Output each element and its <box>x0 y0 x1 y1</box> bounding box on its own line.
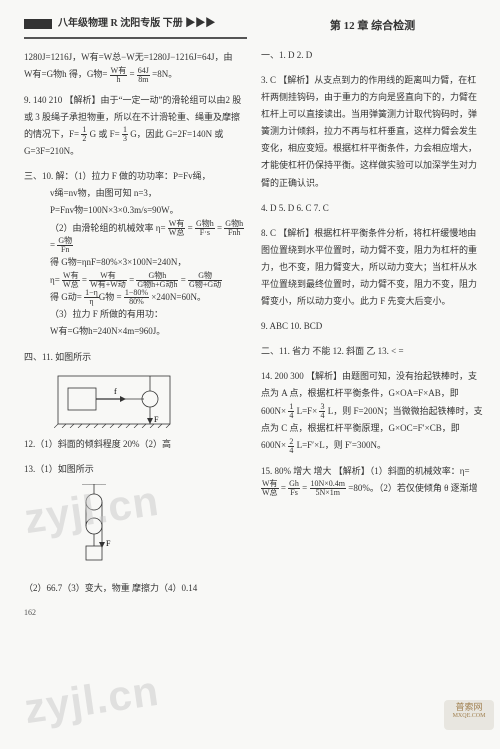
q10: 三、10. 解：（1）拉力 F 做的功功率：P=Fv绳， v绳=nv物，由图可知… <box>24 168 247 340</box>
r-q8: 8. C 【解析】根据杠杆平衡条件分析，将杠杆缓慢地由图位置绕到水平位置时，动力… <box>261 225 484 310</box>
r-l11: 二、11. 省力 不能 12. 斜面 乙 13. < = <box>261 343 484 360</box>
right-column: 第 12 章 综合检测 一、1. D 2. D 3. C 【解析】从支点到力的作… <box>261 14 484 620</box>
corner-badge: 普索网 MXQE.COM <box>444 700 494 730</box>
q13-diagram: F <box>64 484 247 574</box>
r-q3: 3. C 【解析】从支点到力的作用线的距离叫力臂，在杠杆两侧挂钩码，由于重力的方… <box>261 72 484 192</box>
page-header: 八年级物理 R 沈阳专版 下册 ▶▶▶ <box>24 14 247 39</box>
watermark-2: zyjl.cn <box>19 651 164 749</box>
q8-cont: 1280J=1216J，W有=W总−W无=1280J−1216J=64J，由 W… <box>24 49 247 84</box>
q11: 四、11. 如图所示 F f <box>24 349 247 428</box>
svg-text:F: F <box>106 539 111 548</box>
q9: 9. 140 210 【解析】由于“一定一动”的滑轮组可以由2 股或 3 股绳子… <box>24 92 247 161</box>
r-q14: 14. 200 300 【解析】由题图可知，没有抬起铁棒时，支点为 A 点，根据… <box>261 368 484 454</box>
chapter-title: 第 12 章 综合检测 <box>261 16 484 37</box>
page-number: 162 <box>24 605 247 620</box>
r-l1: 一、1. D 2. D <box>261 47 484 64</box>
q12: 12.（1）斜面的倾斜程度 20%（2）高 <box>24 436 247 453</box>
svg-text:f: f <box>114 387 117 396</box>
header-title: 八年级物理 R 沈阳专版 下册 ▶▶▶ <box>58 14 215 33</box>
q13: 13.（1）如图所示 F <box>24 461 247 597</box>
r-q15: 15. 80% 增大 增大 【解析】（1）斜面的机械效率：η= W有W总 = G… <box>261 463 484 498</box>
header-bar <box>24 19 52 29</box>
r-l9: 9. ABC 10. BCD <box>261 318 484 335</box>
r-l4: 4. D 5. D 6. C 7. C <box>261 200 484 217</box>
svg-text:F: F <box>154 415 159 424</box>
left-column: 八年级物理 R 沈阳专版 下册 ▶▶▶ 1280J=1216J，W有=W总−W无… <box>24 14 247 620</box>
q11-diagram: F f <box>54 372 247 428</box>
